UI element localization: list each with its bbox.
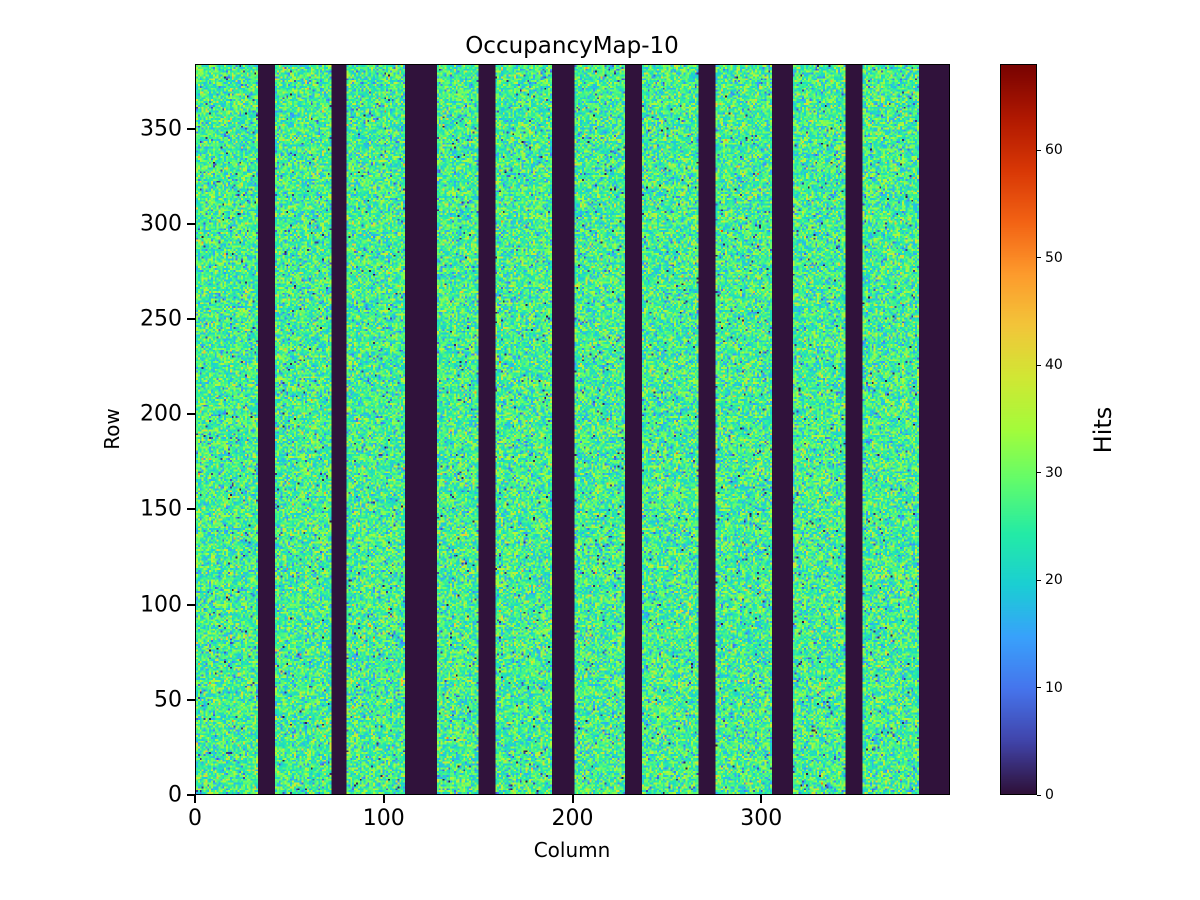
colorbar-canvas: [1001, 65, 1036, 794]
colorbar: [1000, 64, 1037, 795]
x-tick-mark: [194, 795, 196, 803]
y-tick-label: 150: [140, 496, 182, 522]
colorbar-tick-label: 30: [1045, 464, 1063, 481]
y-tick-mark: [187, 603, 195, 606]
x-tick-mark: [760, 795, 763, 803]
x-tick-label: 100: [362, 806, 405, 831]
y-axis-label: Row: [100, 408, 124, 450]
y-tick-mark: [187, 794, 195, 796]
y-tick-label: 0: [168, 782, 182, 808]
y-tick-label: 250: [140, 306, 182, 332]
colorbar-tick-label: 50: [1045, 249, 1063, 266]
y-tick-label: 200: [140, 401, 182, 427]
colorbar-tick-label: 60: [1045, 142, 1063, 158]
y-tick-mark: [187, 318, 195, 321]
colorbar-tick-label: 40: [1045, 357, 1063, 373]
colorbar-tick-mark: [1037, 794, 1041, 796]
y-tick-label: 350: [140, 116, 182, 142]
x-axis-label: Column: [533, 838, 611, 862]
y-tick-label: 50: [154, 687, 182, 713]
colorbar-tick-label: 0: [1045, 787, 1054, 803]
colorbar-tick-mark: [1037, 149, 1041, 151]
colorbar-tick-mark: [1037, 364, 1041, 366]
heatmap-canvas: [196, 65, 949, 794]
x-tick-mark: [571, 795, 574, 803]
colorbar-tick-mark: [1037, 257, 1041, 258]
y-tick-label: 100: [140, 592, 182, 618]
colorbar-tick-label: 20: [1045, 572, 1063, 588]
colorbar-tick-mark: [1037, 687, 1041, 688]
colorbar-tick-label: 10: [1045, 679, 1063, 696]
x-tick-label: 300: [740, 806, 783, 831]
chart-title: OccupancyMap-10: [465, 33, 679, 59]
y-tick-mark: [187, 698, 195, 701]
heatmap-plot: [195, 64, 950, 795]
y-tick-mark: [187, 413, 195, 416]
y-tick-mark: [187, 508, 195, 511]
colorbar-tick-mark: [1037, 472, 1041, 473]
y-tick-label: 300: [140, 211, 182, 237]
colorbar-tick-mark: [1037, 579, 1041, 581]
y-tick-mark: [187, 127, 195, 130]
y-tick-mark: [187, 222, 195, 225]
x-tick-mark: [382, 795, 385, 803]
colorbar-label: Hits: [1089, 406, 1117, 454]
x-tick-label: 0: [188, 806, 202, 831]
x-tick-label: 200: [551, 806, 594, 831]
